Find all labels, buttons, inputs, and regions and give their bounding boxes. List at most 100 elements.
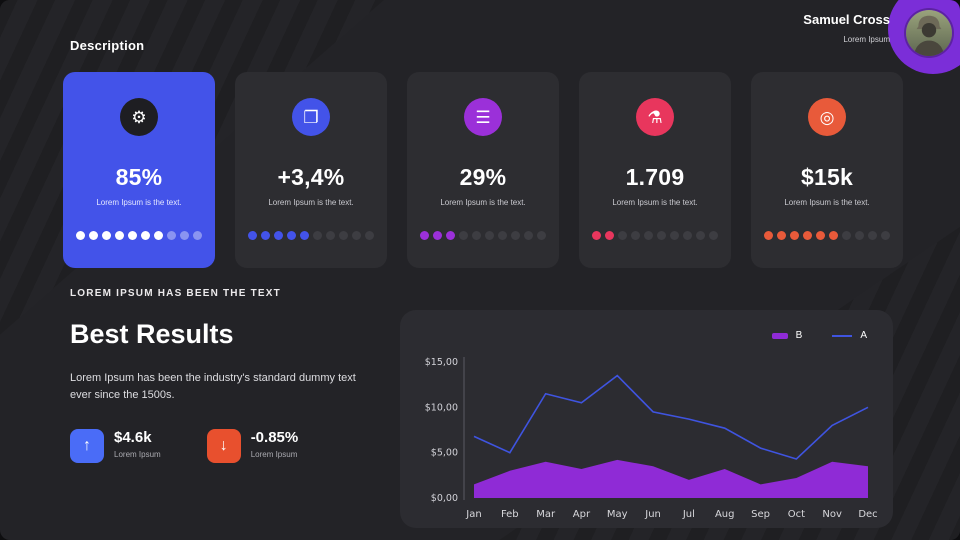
series-b-swatch	[771, 332, 788, 339]
arrow-up-icon: ↑	[70, 429, 104, 463]
stat-value: +3,4%	[277, 164, 345, 190]
dot-filled	[76, 231, 85, 240]
dot-empty	[537, 231, 546, 240]
stat-card-2[interactable]: ❐ +3,4% Lorem Ipsum is the text.	[235, 72, 387, 268]
legend-item-b[interactable]: B	[771, 330, 803, 341]
dot-empty	[657, 231, 666, 240]
legend-item-a[interactable]: A	[832, 330, 867, 341]
dot-filled	[446, 231, 455, 240]
stat-value: $15k	[800, 164, 854, 190]
dot-filled	[274, 231, 283, 240]
dot-filled	[141, 231, 150, 240]
dot-filled	[300, 231, 309, 240]
stat-value: 29%	[459, 164, 507, 190]
dot-empty	[180, 231, 189, 240]
dot-empty	[352, 231, 361, 240]
legend-label-a: A	[860, 330, 867, 341]
chart-legend: B A	[771, 330, 867, 341]
avatar-photo	[906, 10, 952, 56]
dot-filled	[803, 231, 812, 240]
legend-label-b: B	[795, 330, 803, 341]
svg-text:$15,00: $15,00	[425, 357, 458, 368]
dot-filled	[154, 231, 163, 240]
flask-icon-glyph: ⚗	[647, 107, 663, 127]
mini-stat-label: Lorem Ipsum	[250, 450, 298, 459]
dot-empty	[670, 231, 679, 240]
target-icon-glyph: ◎	[819, 107, 835, 127]
dot-empty	[326, 231, 335, 240]
stat-value: 1.709	[625, 164, 685, 190]
dot-empty	[631, 231, 640, 240]
dot-filled	[248, 231, 257, 240]
series-a-swatch	[832, 334, 853, 337]
dot-filled	[764, 231, 773, 240]
mini-stat-down: ↓ -0.85% Lorem Ipsum	[206, 429, 299, 463]
svg-text:Apr: Apr	[573, 509, 591, 520]
user-name: Samuel Cross	[803, 12, 890, 27]
progress-dots	[76, 231, 202, 240]
chart-card: B A $0,00 $5,00 $10,00 $15,00 Jan Feb Mar Apr Ma…	[400, 310, 893, 528]
dot-empty	[167, 231, 176, 240]
dot-empty	[511, 231, 520, 240]
svg-text:Feb: Feb	[501, 509, 519, 520]
dot-empty	[339, 231, 348, 240]
svg-text:$5,00: $5,00	[431, 448, 458, 459]
progress-dots	[420, 231, 546, 240]
stat-card-3[interactable]: ☰ 29% Lorem Ipsum is the text.	[407, 72, 559, 268]
user-subtitle: Lorem Ipsum	[843, 35, 890, 44]
dot-filled	[261, 231, 270, 240]
coins-icon-glyph: ☰	[475, 107, 491, 127]
dot-empty	[709, 231, 718, 240]
dot-empty	[683, 231, 692, 240]
line-area-chart: $0,00 $5,00 $10,00 $15,00 Jan Feb Mar Apr May Jun…	[425, 357, 878, 520]
coins-icon: ☰	[464, 98, 502, 136]
svg-text:May: May	[607, 509, 628, 520]
dot-filled	[128, 231, 137, 240]
dot-empty	[193, 231, 202, 240]
stat-cards-row: ⚙ 85% Lorem Ipsum is the text. ❐ +3,4% L…	[63, 72, 903, 268]
mini-stat-label: Lorem Ipsum	[114, 450, 161, 459]
dot-empty	[618, 231, 627, 240]
svg-text:Aug: Aug	[715, 509, 735, 520]
avatar	[906, 10, 952, 56]
stat-card-4[interactable]: ⚗ 1.709 Lorem Ipsum is the text.	[579, 72, 731, 268]
mini-stat-value: $4.6k	[114, 429, 152, 446]
target-icon: ◎	[808, 98, 846, 136]
gear-icon-glyph: ⚙	[131, 107, 147, 127]
dot-empty	[498, 231, 507, 240]
section-body: Lorem Ipsum has been the industry's stan…	[70, 372, 356, 401]
dot-filled	[420, 231, 429, 240]
mini-stat-value: -0.85%	[250, 429, 299, 446]
svg-text:Sep: Sep	[751, 509, 770, 520]
journal-icon: ❐	[292, 98, 330, 136]
dot-empty	[472, 231, 481, 240]
svg-text:Jun: Jun	[644, 509, 661, 520]
results-section: LOREM IPSUM HAS BEEN THE TEXT Best Resul…	[70, 288, 400, 463]
dot-filled	[115, 231, 124, 240]
dot-empty	[868, 231, 877, 240]
progress-dots	[764, 231, 890, 240]
dot-empty	[855, 231, 864, 240]
stat-card-5[interactable]: ◎ $15k Lorem Ipsum is the text.	[751, 72, 903, 268]
section-title: Best Results	[70, 319, 234, 349]
dot-filled	[433, 231, 442, 240]
dot-filled	[816, 231, 825, 240]
mini-stats-row: ↑ $4.6k Lorem Ipsum ↓ -0.85% Lorem Ipsum	[70, 429, 400, 463]
dot-empty	[644, 231, 653, 240]
stat-card-1[interactable]: ⚙ 85% Lorem Ipsum is the text.	[63, 72, 215, 268]
stat-caption: Lorem Ipsum is the text.	[784, 198, 870, 207]
svg-text:Nov: Nov	[822, 509, 842, 520]
dot-filled	[790, 231, 799, 240]
mini-stat-up: ↑ $4.6k Lorem Ipsum	[70, 429, 161, 463]
dot-filled	[592, 231, 601, 240]
dot-filled	[102, 231, 111, 240]
flask-icon: ⚗	[636, 98, 674, 136]
stat-value: 85%	[115, 164, 163, 190]
journal-icon-glyph: ❐	[303, 107, 319, 127]
dot-empty	[696, 231, 705, 240]
stat-caption: Lorem Ipsum is the text.	[268, 198, 354, 207]
dot-empty	[459, 231, 468, 240]
page-title: Description	[70, 38, 145, 53]
svg-text:$10,00: $10,00	[425, 402, 458, 413]
